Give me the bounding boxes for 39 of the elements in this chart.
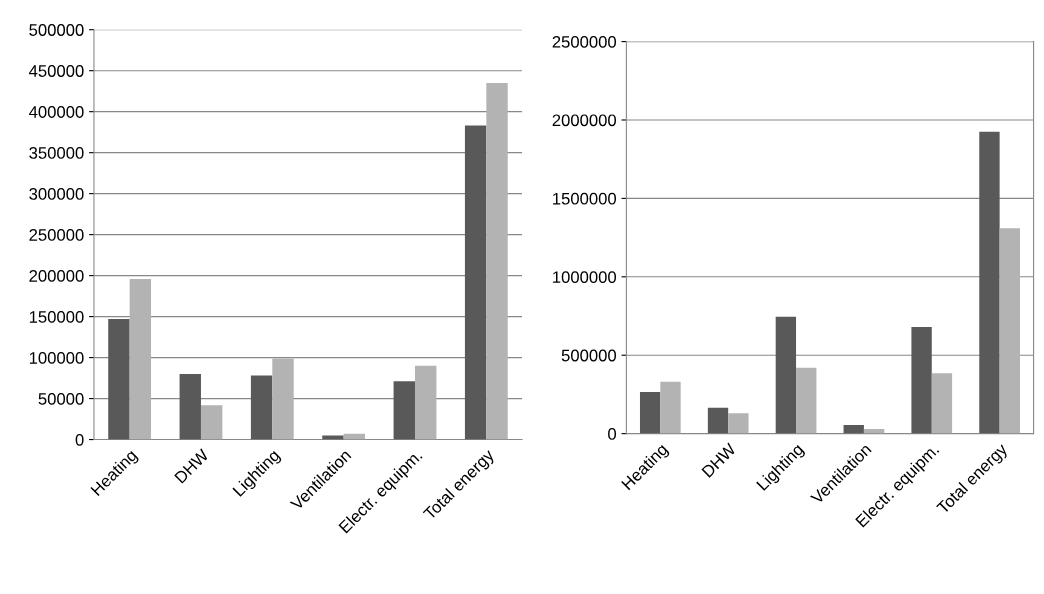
bar bbox=[250, 375, 273, 440]
bar bbox=[129, 278, 152, 440]
bar bbox=[486, 82, 508, 440]
bar bbox=[393, 381, 415, 440]
y-tick-label: 350000 bbox=[29, 147, 84, 159]
bar bbox=[464, 125, 487, 440]
bar bbox=[322, 435, 344, 440]
y-tick-label: 150000 bbox=[29, 311, 84, 323]
bar bbox=[639, 392, 661, 434]
bar bbox=[707, 407, 729, 434]
y-tick-label: 1000000 bbox=[553, 271, 617, 284]
y-tick-label: 2500000 bbox=[552, 35, 617, 48]
bar bbox=[911, 326, 932, 434]
y-tick-label: 400000 bbox=[29, 106, 84, 118]
y-tick-label: 2000000 bbox=[552, 114, 617, 127]
bar bbox=[999, 228, 1020, 434]
bar bbox=[728, 413, 749, 434]
y-tick-label: 100000 bbox=[29, 351, 84, 364]
bar bbox=[200, 405, 223, 440]
y-tick-label: 300000 bbox=[29, 188, 84, 200]
y-tick-label: 200000 bbox=[29, 270, 84, 282]
y-tick-label: 500000 bbox=[561, 349, 617, 362]
bar bbox=[108, 319, 130, 440]
y-tick-label: 1500000 bbox=[553, 192, 617, 205]
y-tick-label: 250000 bbox=[29, 229, 84, 241]
y-tick-label: 0 bbox=[608, 428, 617, 440]
bar bbox=[979, 131, 1000, 434]
bar bbox=[272, 358, 294, 440]
y-tick-label: 50000 bbox=[38, 392, 84, 405]
bar bbox=[414, 365, 437, 440]
y-tick-label: 500000 bbox=[29, 24, 84, 36]
bar bbox=[660, 381, 681, 434]
bar bbox=[796, 367, 817, 434]
y-tick-label: 450000 bbox=[29, 65, 84, 77]
bar bbox=[775, 316, 797, 434]
bar bbox=[931, 373, 953, 434]
bar bbox=[179, 373, 201, 440]
bar bbox=[843, 425, 864, 434]
y-tick-label: 0 bbox=[75, 433, 84, 446]
